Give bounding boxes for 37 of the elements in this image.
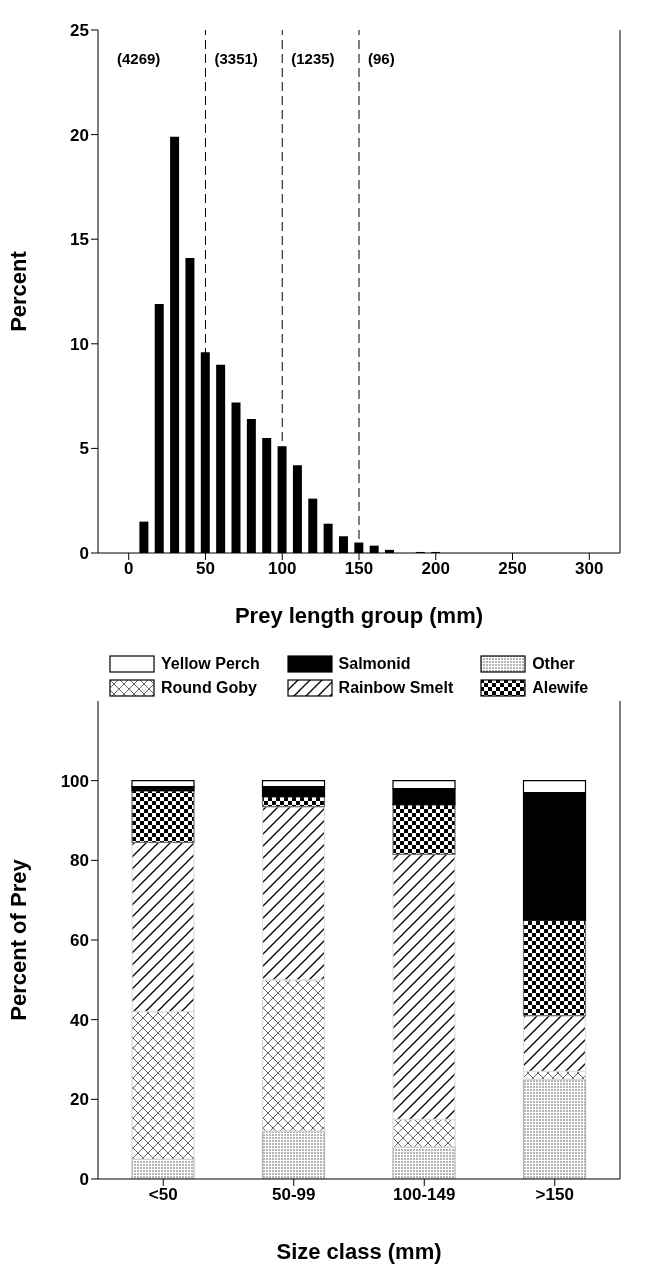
x-tick-label: 50-99 [272,1185,316,1205]
legend-label: Salmonid [338,655,411,673]
annotation: (1235) [291,49,335,67]
legend-label: Other [532,655,575,673]
x-axis-title: Size class (mm) [276,1239,442,1264]
legend-label: Yellow Perch [161,655,260,673]
y-tick-label: 40 [70,1010,89,1030]
y-tick-label: 25 [70,21,89,41]
y-tick-label: 0 [79,1170,89,1190]
x-axis-title: Prey length group (mm) [234,603,484,628]
y-tick-label: 0 [79,544,89,564]
x-tick-label: 100 [268,559,297,579]
y-tick-label: 80 [70,851,89,871]
y-axis-title: Percent of Prey [5,858,31,1021]
legend-label: Round Goby [161,679,257,697]
x-tick-label: <50 [148,1185,178,1205]
x-tick-label: 100-149 [393,1185,456,1205]
annotation: (96) [368,49,395,67]
legend-label: Alewife [532,679,589,697]
x-tick-label: 200 [421,559,450,579]
y-tick-label: 100 [60,771,89,791]
x-tick-label: 250 [498,559,527,579]
y-tick-label: 15 [70,230,89,250]
x-tick-label: 300 [575,559,604,579]
x-tick-label: 0 [123,559,134,579]
y-tick-label: 60 [70,931,89,951]
x-tick-label: >150 [535,1185,574,1205]
annotation: (3351) [214,49,258,67]
annotation: (4269) [117,49,161,67]
y-tick-label: 20 [70,125,89,145]
y-tick-label: 10 [70,334,89,354]
y-tick-label: 20 [70,1090,89,1110]
x-tick-label: 150 [344,559,374,579]
y-axis-title: Percent [5,250,31,332]
legend-label: Rainbow Smelt [338,679,454,697]
y-tick-label: 5 [79,439,89,459]
x-tick-label: 50 [196,559,215,579]
